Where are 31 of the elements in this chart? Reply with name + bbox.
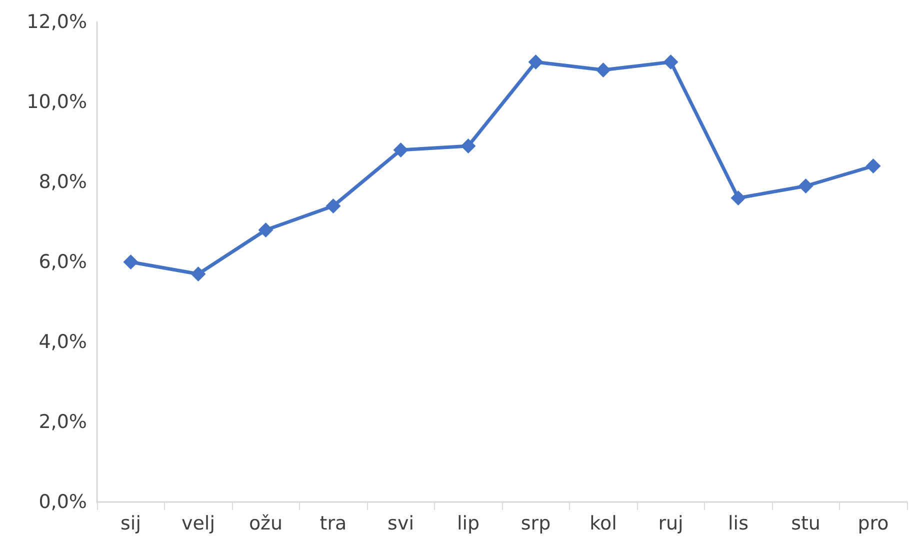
y-tick-label: 4,0% (38, 331, 87, 353)
x-tick-label: kol (590, 512, 617, 534)
y-tick-label: 10,0% (26, 91, 87, 113)
point (258, 222, 274, 238)
y-tick-label: 0,0% (38, 491, 87, 513)
x-tick-label: velj (182, 512, 215, 534)
point (528, 54, 544, 70)
x-tick-label: sij (120, 512, 141, 534)
x-tick-label: tra (320, 512, 347, 534)
point (460, 138, 476, 154)
x-tick-label: srp (520, 512, 551, 534)
point (190, 266, 206, 282)
point (123, 254, 138, 270)
y-tick-label: 12,0% (26, 11, 87, 33)
point (596, 62, 611, 78)
x-tick-label: stu (791, 512, 820, 534)
x-tick-label: lis (728, 512, 748, 534)
point (866, 158, 881, 174)
point (326, 198, 341, 214)
x-tick-label: ruj (658, 512, 684, 534)
y-tick-label: 6,0% (38, 251, 87, 273)
x-tick-label: svi (388, 512, 414, 534)
point (798, 178, 814, 194)
point (663, 54, 678, 70)
x-tick-label: lip (456, 512, 480, 534)
x-tick-label: ožu (248, 512, 283, 534)
y-tick-label: 2,0% (38, 411, 87, 433)
x-tick-label: pro (858, 512, 889, 534)
point (393, 142, 408, 158)
y-tick-label: 8,0% (38, 171, 87, 193)
point (730, 190, 746, 206)
